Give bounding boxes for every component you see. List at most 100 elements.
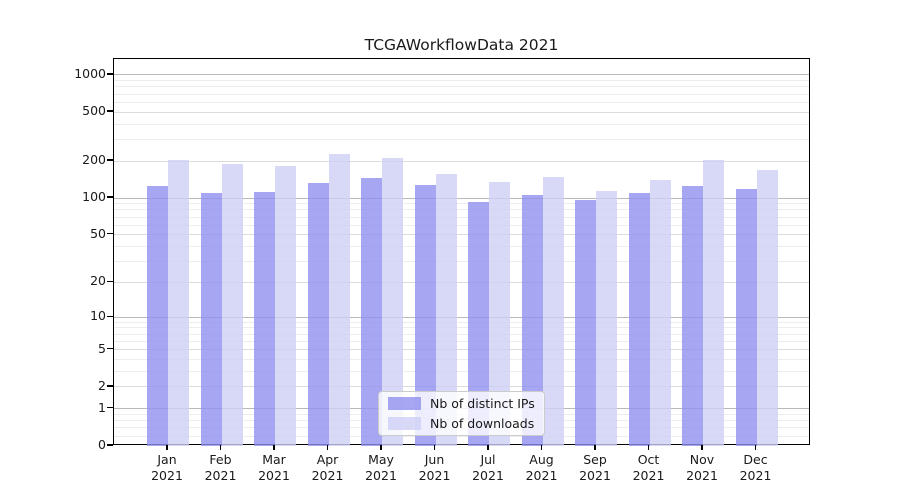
x-tick-label-mar-2021: Mar 2021	[258, 452, 290, 483]
gridline-y-1000	[114, 74, 809, 76]
bar-nb-of-downloads-sep-2021	[596, 190, 617, 446]
gridline-y-4	[114, 359, 809, 361]
y-tick-mark-20	[107, 280, 113, 283]
bar-nb-of-downloads-jun-2021	[435, 174, 457, 446]
x-tick-mark-sep-2021	[594, 445, 596, 450]
bar-nb-of-distinct-ips-sep-2021	[575, 199, 596, 446]
gridline-y-600	[114, 101, 809, 103]
x-tick-mark-oct-2021	[647, 445, 650, 450]
x-tick-label-jul-2021: Jul 2021	[472, 452, 504, 483]
x-tick-label-sep-2021: Sep 2021	[579, 452, 611, 483]
x-tick-label-feb-2021: Feb 2021	[204, 452, 237, 483]
gridline-y-90	[114, 203, 809, 205]
x-tick-label-jun-2021: Jun 2021	[418, 452, 451, 483]
gridline-y-7	[114, 333, 809, 335]
bar-nb-of-downloads-nov-2021	[703, 160, 724, 446]
bar-nb-of-distinct-ips-mar-2021	[254, 191, 275, 446]
bar-nb-of-distinct-ips-dec-2021	[735, 188, 757, 446]
gridline-y-700	[114, 93, 809, 95]
gridline-y-100	[114, 197, 809, 199]
x-tick-mark-jun-2021	[433, 445, 436, 450]
gridline-y-400	[114, 123, 809, 125]
plot-area	[113, 58, 810, 446]
gridline-y-3	[114, 371, 809, 373]
legend-swatch-distinct-ips	[388, 397, 421, 410]
y-tick-mark-500	[107, 110, 113, 112]
bar-nb-of-distinct-ips-may-2021	[361, 178, 382, 446]
x-tick-label-may-2021: May 2021	[365, 452, 397, 483]
bar-nb-of-downloads-oct-2021	[649, 179, 671, 446]
legend-label-downloads: Nb of downloads	[430, 416, 535, 431]
x-tick-label-dec-2021: Dec 2021	[739, 452, 772, 483]
y-tick-label-10: 10	[90, 308, 106, 324]
gridline-y-9	[114, 321, 809, 323]
gridline-y-80	[114, 209, 809, 211]
gridline-y-6	[114, 340, 809, 342]
x-tick-mark-feb-2021	[219, 445, 222, 450]
gridline-y-8	[114, 327, 809, 329]
gridline-y-60	[114, 224, 809, 226]
bar-nb-of-distinct-ips-nov-2021	[682, 185, 703, 446]
bar-nb-of-downloads-jul-2021	[489, 182, 510, 446]
x-tick-mark-dec-2021	[754, 445, 757, 450]
x-tick-mark-aug-2021	[540, 445, 543, 450]
y-tick-mark-0	[107, 444, 113, 446]
bar-nb-of-downloads-feb-2021	[221, 163, 243, 446]
y-tick-label-500: 500	[82, 103, 106, 119]
y-tick-mark-50	[107, 233, 113, 235]
bar-nb-of-downloads-apr-2021	[328, 154, 350, 446]
bar-nb-of-distinct-ips-aug-2021	[521, 194, 543, 446]
x-tick-mark-jan-2021	[166, 445, 168, 450]
y-tick-label-50: 50	[90, 225, 106, 241]
bar-nb-of-distinct-ips-jun-2021	[414, 184, 436, 446]
gridline-y-50	[114, 234, 809, 236]
bar-nb-of-downloads-jan-2021	[168, 159, 189, 446]
gridline-y-20	[114, 281, 809, 283]
gridline-y-300	[114, 138, 809, 140]
y-tick-label-0: 0	[98, 437, 106, 452]
gridline-y-40	[114, 246, 809, 247]
legend-item-distinct-ips: Nb of distinct IPs	[388, 396, 535, 411]
y-tick-mark-10	[107, 315, 113, 317]
gridline-y-200	[114, 160, 809, 162]
gridline-y-5	[114, 349, 809, 351]
chart-title: TCGAWorkflowData 2021	[364, 36, 559, 54]
x-tick-mark-mar-2021	[273, 445, 275, 450]
y-tick-label-2: 2	[98, 377, 106, 393]
x-tick-label-jan-2021: Jan 2021	[151, 452, 183, 483]
y-tick-mark-100	[107, 196, 113, 198]
gridline-y-900	[114, 80, 809, 82]
x-tick-label-apr-2021: Apr 2021	[311, 452, 344, 483]
legend-item-downloads: Nb of downloads	[388, 416, 535, 431]
x-tick-mark-may-2021	[380, 445, 382, 450]
bar-nb-of-downloads-dec-2021	[756, 169, 778, 446]
x-tick-mark-nov-2021	[701, 445, 703, 450]
y-tick-mark-1000	[107, 73, 113, 75]
legend: Nb of distinct IPs Nb of downloads	[378, 391, 545, 436]
bar-nb-of-distinct-ips-jan-2021	[147, 185, 168, 446]
bar-nb-of-distinct-ips-apr-2021	[307, 182, 329, 446]
bar-nb-of-downloads-aug-2021	[542, 177, 564, 446]
y-tick-mark-2	[107, 385, 113, 387]
y-tick-mark-5	[107, 348, 113, 350]
bar-nb-of-downloads-mar-2021	[275, 166, 296, 446]
bar-nb-of-distinct-ips-jul-2021	[468, 201, 489, 446]
y-tick-label-1000: 1000	[74, 65, 106, 81]
legend-label-distinct-ips: Nb of distinct IPs	[430, 396, 535, 411]
y-tick-label-200: 200	[82, 152, 106, 168]
legend-swatch-downloads	[388, 417, 421, 430]
gridline-y-30	[114, 261, 809, 263]
gridline-y-70	[114, 216, 809, 218]
bar-nb-of-distinct-ips-oct-2021	[628, 193, 650, 446]
y-tick-label-1: 1	[98, 399, 106, 415]
gridline-y-500	[114, 111, 809, 113]
bar-nb-of-distinct-ips-feb-2021	[200, 192, 222, 446]
gridline-y-0_2	[114, 435, 809, 437]
bar-nb-of-downloads-may-2021	[382, 158, 403, 446]
y-tick-label-100: 100	[82, 189, 106, 205]
gridline-y-10	[114, 316, 809, 318]
x-tick-mark-jul-2021	[487, 445, 489, 450]
x-tick-label-oct-2021: Oct 2021	[632, 452, 665, 483]
x-tick-label-nov-2021: Nov 2021	[686, 452, 718, 483]
